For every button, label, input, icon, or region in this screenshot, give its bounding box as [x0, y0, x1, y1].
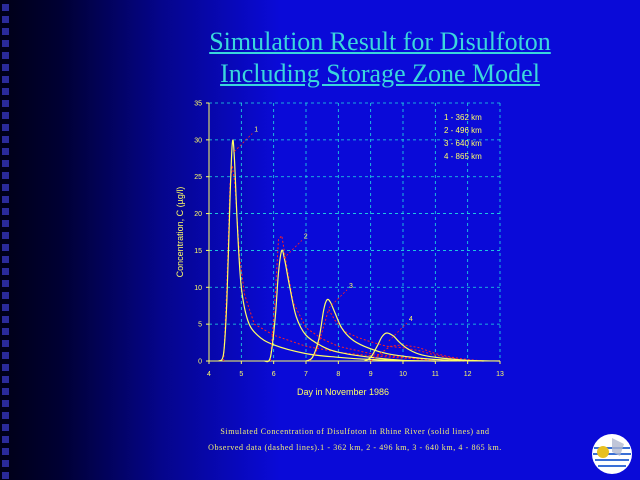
- side-square: [2, 268, 9, 275]
- side-square: [2, 40, 9, 47]
- observed-line-2: [269, 234, 436, 362]
- y-tick-label: 0: [198, 359, 202, 366]
- side-square: [2, 28, 9, 35]
- side-square: [2, 304, 9, 311]
- y-tick-label: 20: [194, 211, 202, 218]
- annotation-leader-4: [388, 322, 408, 342]
- side-square: [2, 112, 9, 119]
- observed-line-3: [308, 308, 468, 362]
- side-square: [2, 172, 9, 179]
- x-tick-label: 4: [207, 371, 211, 378]
- side-square: [2, 448, 9, 455]
- caption-line-1: Simulated Concentration of Disulfoton in…: [220, 427, 490, 436]
- legend-entry: 3 - 640 km: [444, 139, 482, 148]
- caption-line-2: Observed data (dashed lines).1 - 362 km,…: [208, 443, 502, 452]
- x-tick-label: 9: [369, 371, 373, 378]
- x-tick-label: 6: [272, 371, 276, 378]
- side-square: [2, 208, 9, 215]
- side-square: [2, 340, 9, 347]
- y-tick-label: 25: [194, 174, 202, 181]
- x-tick-label: 13: [496, 371, 504, 378]
- annotation-leader-1: [233, 133, 253, 152]
- legend-entry: 1 - 362 km: [444, 113, 482, 122]
- side-square: [2, 352, 9, 359]
- university-logo-icon: [592, 434, 632, 474]
- side-square: [2, 148, 9, 155]
- side-square: [2, 292, 9, 299]
- simulated-line-3: [305, 298, 484, 362]
- simulated-line-2: [263, 249, 436, 363]
- x-tick-label: 11: [432, 371, 439, 378]
- series-annotation-3: 3: [349, 283, 353, 290]
- x-tick-label: 12: [464, 371, 472, 378]
- title-line-1: Simulation Result for Disulfoton: [209, 27, 551, 56]
- side-square: [2, 196, 9, 203]
- side-square: [2, 436, 9, 443]
- side-square: [2, 160, 9, 167]
- y-tick-label: 15: [194, 248, 202, 255]
- slide-title: Simulation Result for Disulfoton Includi…: [120, 26, 640, 90]
- legend-entry: 2 - 496 km: [444, 126, 482, 135]
- side-decoration: [2, 0, 16, 480]
- series-annotation-2: 2: [304, 233, 308, 240]
- side-square: [2, 16, 9, 23]
- series-annotation-4: 4: [409, 316, 413, 323]
- side-square: [2, 400, 9, 407]
- y-tick-label: 30: [194, 137, 202, 144]
- side-square: [2, 388, 9, 395]
- side-square: [2, 280, 9, 287]
- y-axis-label: Concentration, C (µg/l): [175, 187, 185, 278]
- x-tick-label: 10: [399, 371, 407, 378]
- y-tick-label: 35: [194, 101, 202, 108]
- side-square: [2, 232, 9, 239]
- series: 1 2 3 4: [218, 127, 501, 363]
- grid: [209, 102, 501, 361]
- simulated-line-1: [218, 139, 436, 362]
- side-square: [2, 328, 9, 335]
- side-square: [2, 100, 9, 107]
- side-square: [2, 316, 9, 323]
- side-square: [2, 88, 9, 95]
- legend-entry: 4 - 865 km: [444, 152, 482, 161]
- series-annotation-1: 1: [254, 127, 258, 134]
- side-square: [2, 244, 9, 251]
- side-square: [2, 472, 9, 479]
- side-square: [2, 412, 9, 419]
- legend: 1 - 362 km 2 - 496 km 3 - 640 km 4 - 865 km: [444, 113, 482, 161]
- side-square: [2, 64, 9, 71]
- side-square: [2, 376, 9, 383]
- figure-caption: Simulated Concentration of Disulfoton in…: [150, 424, 560, 456]
- side-square: [2, 4, 9, 11]
- observed-line-1: [223, 165, 468, 362]
- y-tick-label: 10: [194, 285, 202, 292]
- side-square: [2, 460, 9, 467]
- observed-line-4: [370, 344, 484, 362]
- x-tick-label: 8: [336, 371, 340, 378]
- side-square: [2, 76, 9, 83]
- title-line-2: Including Storage Zone Model: [220, 59, 540, 88]
- y-tick-label: 5: [198, 322, 202, 329]
- x-tick-label: 5: [239, 371, 243, 378]
- side-square: [2, 136, 9, 143]
- side-square: [2, 124, 9, 131]
- x-tick-label: 7: [304, 371, 308, 378]
- side-square: [2, 364, 9, 371]
- annotation-leader-3: [328, 289, 348, 309]
- side-square: [2, 184, 9, 191]
- side-square: [2, 52, 9, 59]
- simulated-line-4: [363, 332, 501, 362]
- side-square: [2, 256, 9, 263]
- side-square: [2, 424, 9, 431]
- annotation-leader-2: [283, 240, 303, 259]
- side-square: [2, 220, 9, 227]
- x-axis-label: Day in November 1986: [297, 387, 389, 397]
